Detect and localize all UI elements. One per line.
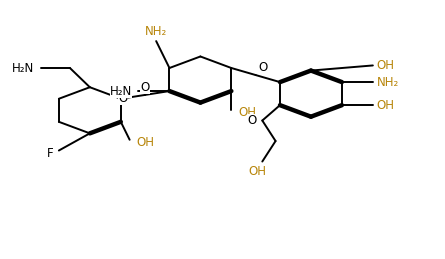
Text: OH: OH [248, 165, 266, 178]
Text: OH: OH [136, 136, 154, 149]
Text: OH: OH [376, 99, 394, 112]
Text: O: O [141, 81, 150, 94]
Text: NH₂: NH₂ [145, 25, 167, 38]
Text: H₂N: H₂N [12, 61, 35, 75]
Text: OH: OH [376, 59, 394, 72]
Text: NH₂: NH₂ [376, 76, 399, 89]
Text: O: O [248, 114, 257, 127]
Text: O: O [118, 92, 128, 105]
Text: OH: OH [238, 106, 256, 119]
Text: H₂N: H₂N [109, 85, 132, 98]
Text: F: F [47, 147, 53, 160]
Text: O: O [258, 61, 267, 74]
